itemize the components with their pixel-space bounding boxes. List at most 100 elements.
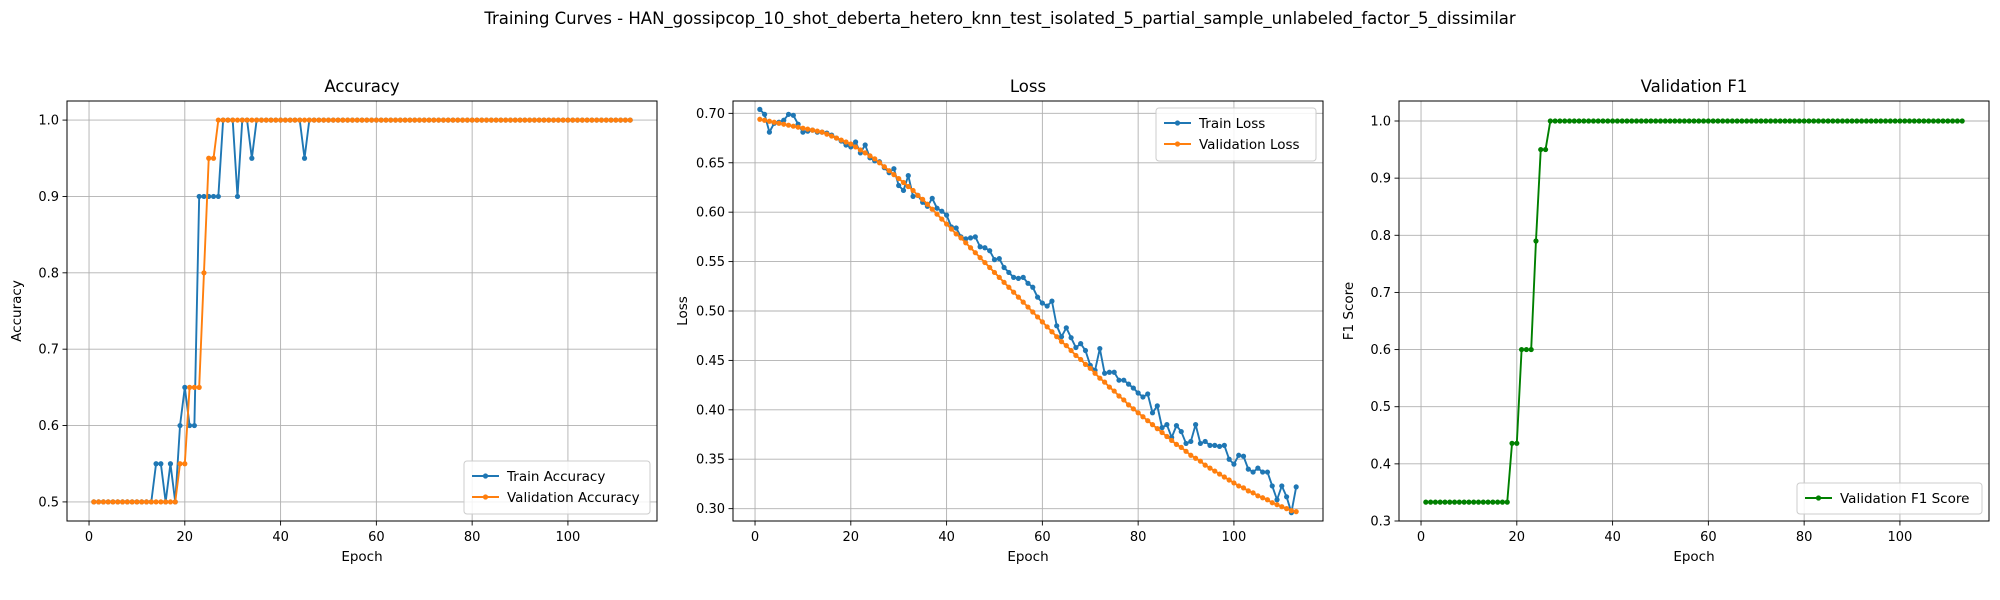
- data-point: [934, 205, 940, 211]
- data-point: [900, 179, 907, 186]
- data-point: [100, 499, 106, 505]
- data-point: [891, 172, 897, 178]
- data-point: [594, 117, 600, 123]
- data-point: [1887, 118, 1893, 124]
- data-point: [546, 117, 552, 123]
- data-point: [1260, 495, 1266, 501]
- chart-panel-3: 0 20 40 60 80 100 0.3 0.4 0.5 0.6 0.7 0.8 0.9 1.0 Vali…: [1341, 77, 1990, 565]
- data-point: [273, 117, 279, 123]
- data-point: [1777, 118, 1783, 124]
- data-point: [129, 499, 135, 505]
- data-point: [96, 499, 102, 505]
- data-point: [541, 117, 547, 123]
- data-point: [1231, 480, 1237, 486]
- data-point: [1011, 289, 1017, 295]
- data-point: [1044, 303, 1050, 309]
- data-point: [1145, 418, 1151, 424]
- y-axis-label: F1 Score: [1341, 282, 1357, 340]
- data-point: [1902, 118, 1908, 124]
- data-point: [589, 117, 595, 123]
- data-point: [1753, 118, 1759, 124]
- data-point: [555, 117, 561, 123]
- data-point: [1078, 356, 1084, 363]
- data-point: [1279, 504, 1285, 510]
- data-point: [1044, 324, 1050, 330]
- data-point: [622, 117, 628, 123]
- plot-frame: [66, 100, 658, 522]
- data-point: [1504, 499, 1510, 505]
- data-point: [1686, 118, 1692, 124]
- data-point: [1667, 118, 1673, 124]
- data-point: [1020, 299, 1026, 305]
- data-point: [1173, 423, 1180, 429]
- y-tick-label: 1.0: [38, 114, 59, 129]
- data-point: [1164, 433, 1170, 440]
- data-point: [397, 117, 403, 123]
- data-point: [1073, 344, 1079, 351]
- data-point: [1519, 346, 1525, 353]
- data-point: [1906, 118, 1913, 124]
- legend-swatch-marker: [482, 473, 489, 479]
- data-point: [196, 384, 202, 390]
- data-point: [1264, 497, 1271, 503]
- data-point: [1820, 118, 1826, 124]
- data-point: [833, 135, 840, 141]
- data-point: [1269, 500, 1275, 506]
- data-point: [824, 131, 830, 137]
- data-point: [1082, 361, 1089, 367]
- data-point: [574, 117, 581, 123]
- data-point: [282, 117, 288, 123]
- data-point: [201, 270, 207, 276]
- data-point: [177, 461, 183, 467]
- data-point: [1111, 388, 1117, 394]
- series-markers-2: [91, 117, 633, 505]
- data-point: [234, 193, 241, 200]
- data-point: [378, 117, 384, 123]
- data-point: [924, 201, 931, 207]
- data-point: [1226, 477, 1232, 483]
- data-point: [1432, 499, 1438, 505]
- data-point: [843, 139, 849, 145]
- y-tick-label: 0.8: [1370, 229, 1391, 244]
- data-point: [1605, 118, 1611, 124]
- data-point: [1442, 499, 1448, 505]
- data-point: [627, 117, 633, 123]
- data-point: [1557, 118, 1563, 124]
- data-point: [153, 499, 159, 505]
- data-point: [187, 384, 193, 390]
- data-point: [1178, 444, 1184, 450]
- data-point: [1514, 440, 1520, 446]
- x-tick-label: 0: [751, 530, 759, 545]
- data-point: [1930, 118, 1937, 124]
- data-point: [1125, 402, 1132, 408]
- x-tick-label: 20: [843, 530, 860, 545]
- data-point: [910, 193, 916, 199]
- data-point: [440, 117, 447, 123]
- data-point: [1173, 441, 1180, 448]
- data-point: [1873, 118, 1879, 124]
- y-tick-label: 0.70: [696, 107, 725, 122]
- panel-title: Loss: [1010, 77, 1046, 96]
- chart-panel-1: 0 20 40 60 80 100 0.5 0.6 0.7 0.8 0.9 1.0 Accuracy Ep…: [9, 77, 658, 565]
- data-point: [234, 117, 241, 123]
- x-tick-label: 40: [1604, 530, 1621, 545]
- data-point: [91, 499, 97, 505]
- data-point: [1011, 274, 1017, 280]
- data-point: [1169, 437, 1175, 444]
- data-point: [1681, 118, 1688, 124]
- data-point: [1274, 502, 1280, 508]
- data-point: [1068, 335, 1074, 341]
- data-point: [939, 216, 945, 222]
- data-point: [948, 226, 954, 232]
- data-point: [1149, 410, 1156, 416]
- data-point: [1034, 294, 1041, 300]
- x-tick-label: 40: [272, 530, 289, 545]
- data-point: [431, 117, 437, 123]
- x-tick-label: 60: [1034, 530, 1051, 545]
- data-point: [143, 499, 150, 505]
- data-point: [1178, 428, 1184, 435]
- plot-frame: [1398, 100, 1990, 522]
- data-point: [359, 117, 365, 123]
- data-point: [239, 117, 245, 123]
- data-point: [1111, 369, 1117, 375]
